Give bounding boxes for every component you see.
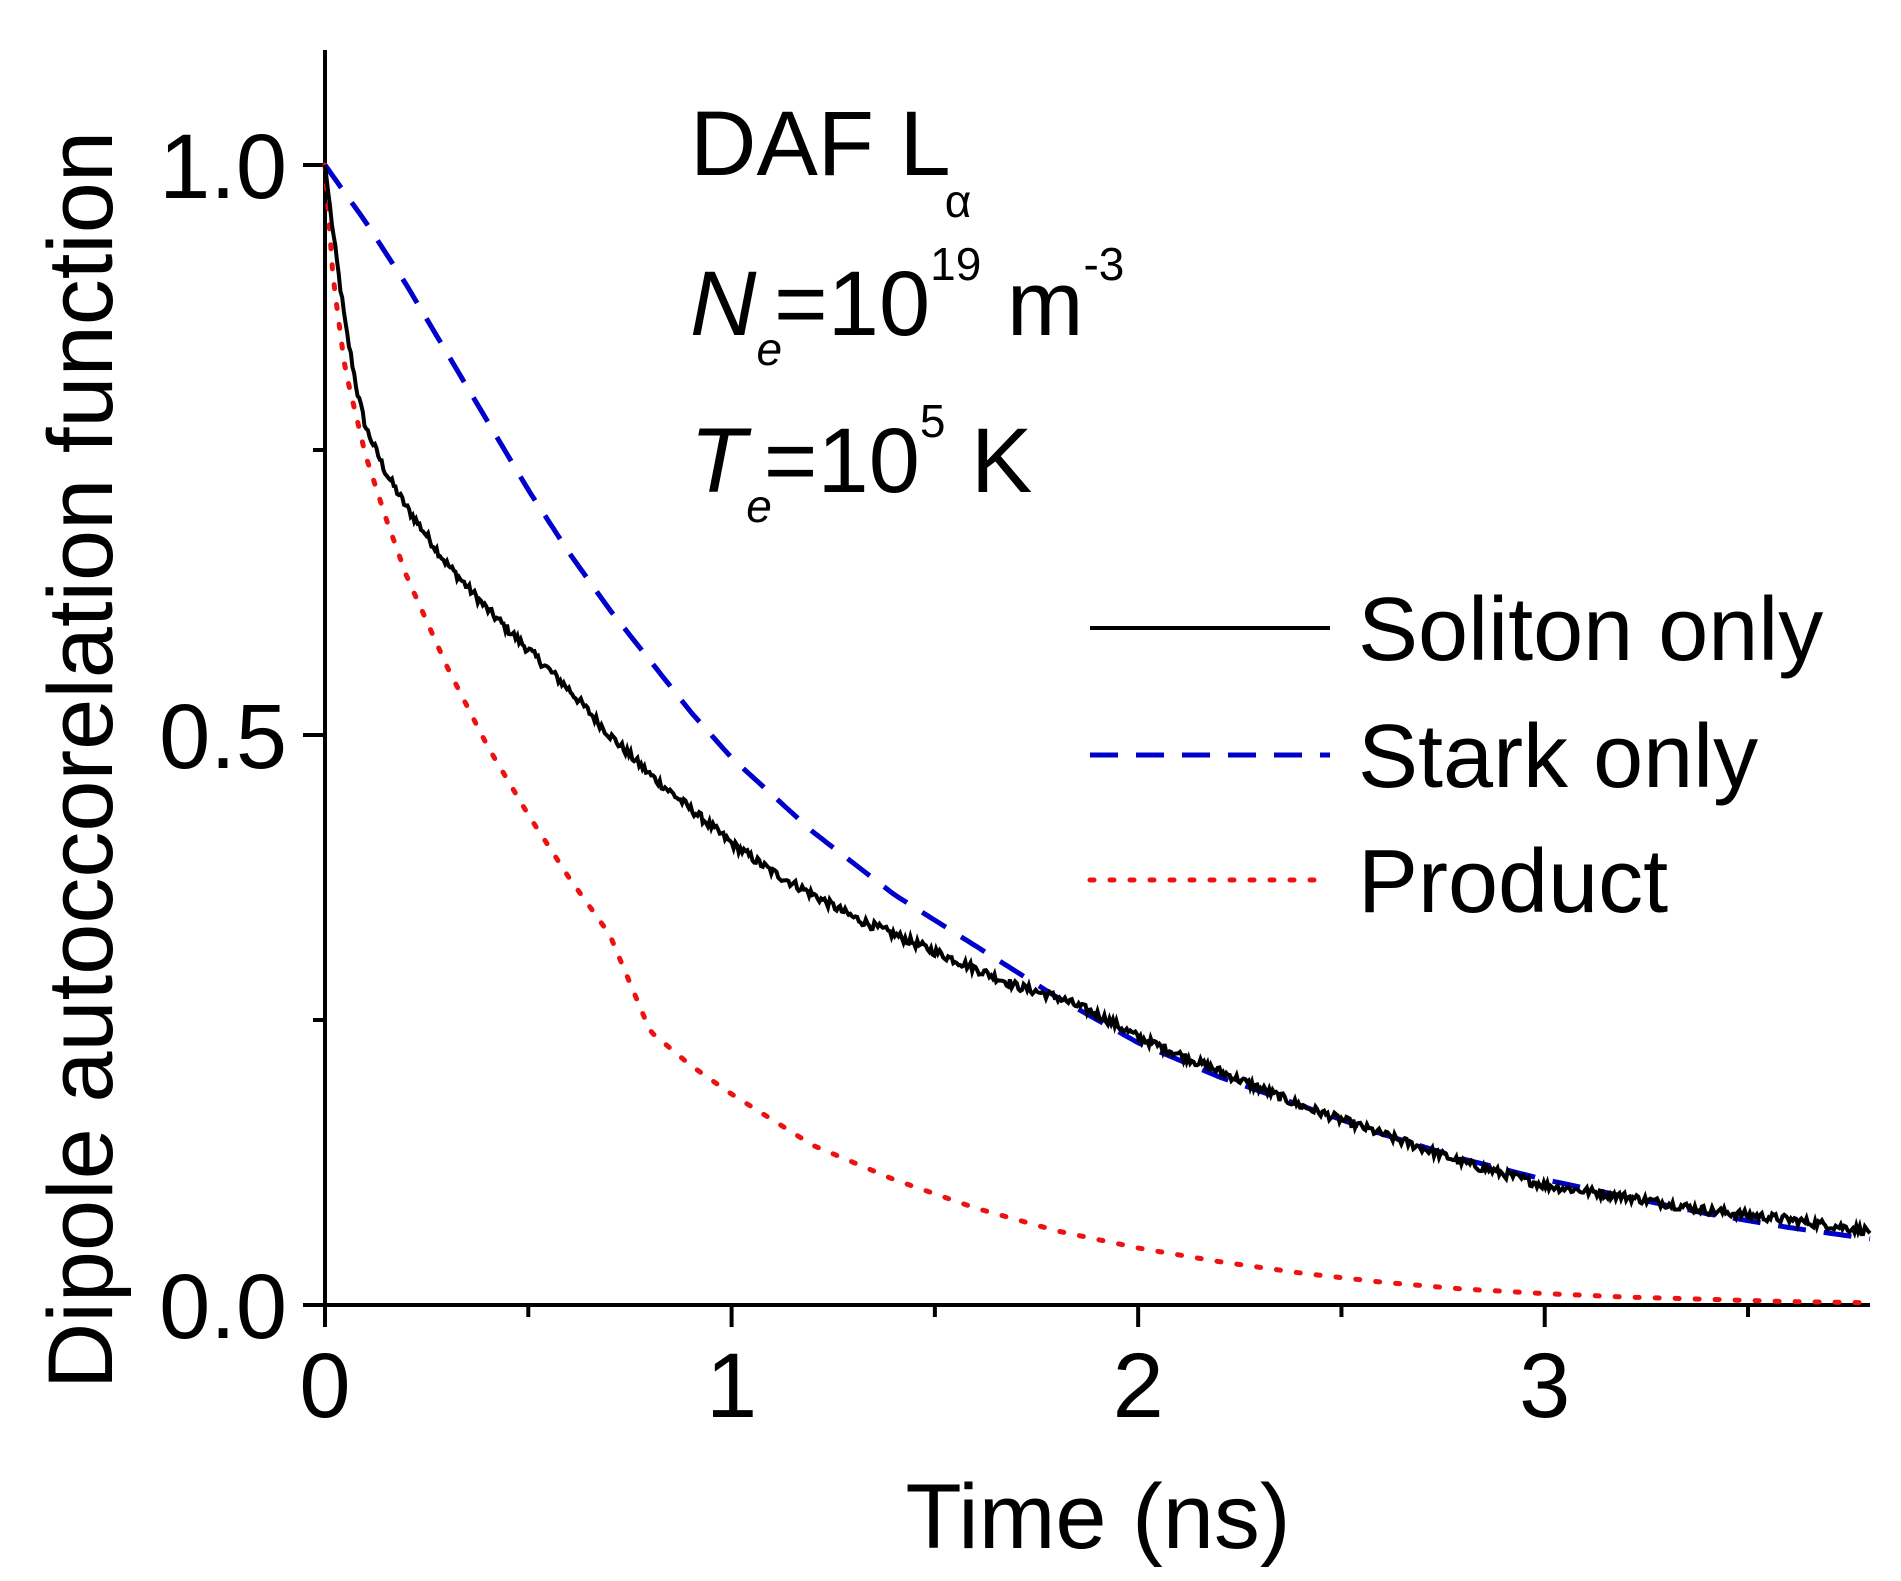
annotation-dafl: DAF L	[690, 93, 951, 195]
annotation-te-var: T	[690, 410, 752, 512]
annotation-ne-unit: m	[981, 253, 1083, 355]
x-tick-label: 2	[1113, 1335, 1164, 1437]
series-line-stark-only	[322, 163, 1871, 1242]
series-line-product	[322, 162, 1873, 1306]
annotation-alpha: α	[945, 175, 972, 227]
annotation-te-eq: =10	[764, 410, 920, 512]
legend-label: Stark only	[1358, 707, 1758, 807]
annotation-ne-unit-exp: -3	[1083, 238, 1124, 290]
x-tick-label: 0	[299, 1335, 350, 1437]
annotation-te-sub: e	[746, 480, 772, 532]
annotation-ne-sub: e	[756, 323, 782, 375]
x-tick-label: 3	[1519, 1335, 1570, 1437]
annotation-line-3: Te=105 K	[690, 395, 1032, 532]
annotation-ne-var: N	[690, 253, 757, 355]
x-axis-title: Time (ns)	[905, 1466, 1290, 1568]
plot-area	[322, 162, 1873, 1306]
axes: 0 1 2 3 0.0 0.5 1.0	[159, 50, 1870, 1437]
annotation-te-exp: 5	[920, 395, 946, 447]
y-tick-label: 0.5	[159, 686, 287, 788]
legend-label: Product	[1358, 832, 1668, 932]
y-axis-title: Dipole autoccorelation function	[30, 131, 132, 1389]
annotation-ne-exp: 19	[930, 238, 981, 290]
y-tick-label: 1.0	[159, 116, 287, 218]
y-tick-label: 0.0	[159, 1256, 287, 1358]
series-line-soliton-only	[323, 164, 1872, 1240]
annotation-ne-eq: =10	[774, 253, 930, 355]
annotation-line-2: Ne=1019 m-3	[690, 238, 1124, 375]
x-tick-label: 1	[706, 1335, 757, 1437]
legend-label: Soliton only	[1358, 580, 1823, 680]
legend: Soliton only Stark only Product	[1087, 580, 1823, 932]
annotation-te-unit: K	[945, 410, 1032, 512]
ticks: 0 1 2 3 0.0 0.5 1.0	[159, 116, 1751, 1437]
